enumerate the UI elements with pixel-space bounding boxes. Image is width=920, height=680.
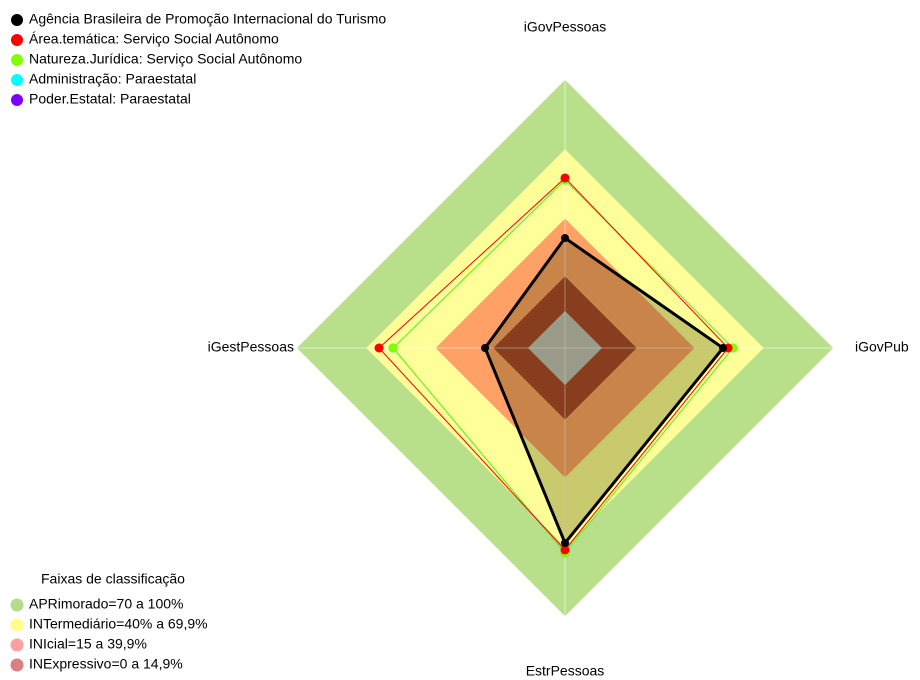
axis-label: iGestPessoas (208, 339, 294, 355)
series-point (560, 173, 570, 183)
series-point (719, 344, 728, 352)
legend-label: Poder.Estatal: Paraestatal (29, 91, 191, 107)
band-legend-label: APRimorado=70 a 100% (29, 596, 184, 612)
legend-label: Agência Brasileira de Promoção Internaci… (29, 11, 386, 27)
legend-label: Administração: Paraestatal (29, 71, 196, 87)
axis-label: iGovPub (855, 339, 909, 355)
band-legend-swatch (10, 638, 24, 652)
series-point (560, 545, 570, 555)
legend-label: Natureza.Jurídica: Serviço Social Autôno… (29, 51, 302, 67)
series-point (374, 343, 384, 353)
series-point (561, 538, 569, 547)
bands-legend-title: Faixas de classificação (41, 571, 185, 587)
band-legend-label: INExpressivo=0 a 14,9% (29, 656, 183, 672)
legend-swatch (11, 94, 23, 106)
legend-swatch (11, 74, 23, 86)
band-legend-label: INIcial=15 a 39,9% (29, 636, 147, 652)
series-point (561, 234, 569, 243)
legend-swatch (11, 54, 23, 66)
band-legend-swatch (10, 658, 24, 672)
band-legend-label: INTermediário=40% a 69,9% (29, 616, 208, 632)
series-point (388, 343, 398, 353)
legend-swatch (11, 34, 23, 46)
axis-label: iGovPessoas (524, 19, 606, 35)
legend-swatch (11, 14, 23, 26)
series-point (481, 344, 490, 352)
band-legend-swatch (10, 618, 24, 632)
band-legend-swatch (10, 598, 24, 612)
legend-label: Área.temática: Serviço Social Autônomo (29, 31, 279, 47)
axis-label: EstrPessoas (526, 663, 605, 679)
